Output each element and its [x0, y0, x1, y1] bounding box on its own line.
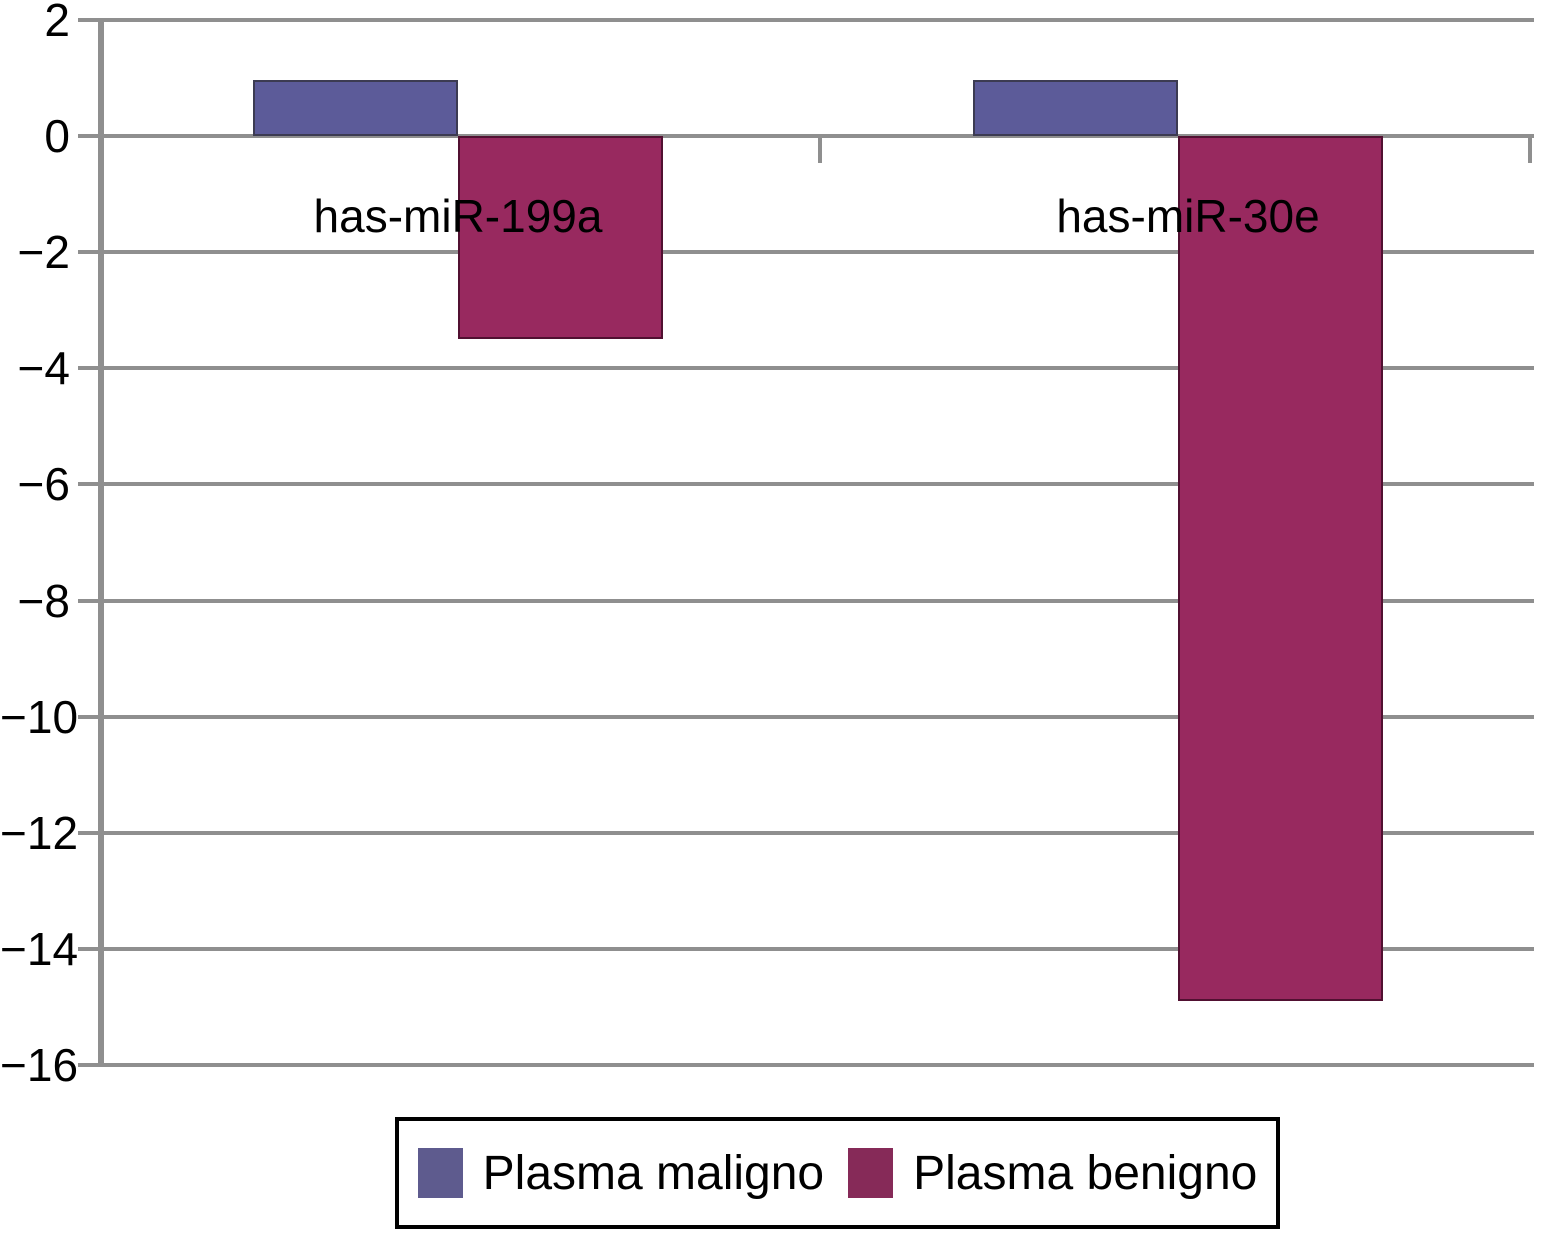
x-axis-tick — [1528, 137, 1532, 164]
y-axis-tick-label: −8 — [17, 574, 70, 627]
y-axis-tick-label: −12 — [0, 806, 79, 859]
gridline — [101, 366, 1534, 371]
y-axis-tick — [78, 946, 112, 951]
gridline — [101, 598, 1534, 603]
legend: Plasma maligno Plasma benigno — [395, 1117, 1280, 1229]
bar-plasma-maligno-has-mir-199a — [253, 79, 458, 137]
gridline — [101, 482, 1534, 487]
legend-item: Plasma benigno — [848, 1146, 1257, 1201]
y-axis-tick — [78, 134, 112, 139]
gridline — [101, 714, 1534, 719]
legend-item-label: Plasma maligno — [482, 1146, 825, 1200]
category-label: has-miR-30e — [1056, 190, 1320, 242]
gridline — [101, 134, 1534, 139]
y-axis-tick — [78, 830, 112, 835]
legend-item: Plasma maligno — [417, 1146, 825, 1201]
y-axis-tick-label: 2 — [44, 0, 70, 46]
legend-swatch — [848, 1148, 894, 1198]
y-axis-tick — [78, 1063, 112, 1067]
gridline — [101, 946, 1534, 951]
y-axis-tick — [78, 18, 112, 22]
y-axis-tick-label: −6 — [17, 458, 70, 511]
y-axis-tick-label: 0 — [44, 110, 70, 163]
y-axis-tick — [78, 482, 112, 487]
bar-plasma-benigno-has-mir-199a — [458, 136, 663, 340]
category-label: has-miR-199a — [313, 190, 603, 242]
legend-swatch — [417, 1148, 463, 1198]
bar-plasma-benigno-has-mir-30e — [1178, 136, 1383, 1002]
y-axis-tick-label: −16 — [0, 1039, 79, 1091]
y-axis-tick — [78, 598, 112, 603]
y-axis-tick-label: −10 — [0, 690, 79, 743]
x-axis-tick — [818, 137, 822, 164]
gridline — [101, 1063, 1534, 1067]
y-axis-tick — [78, 250, 112, 255]
bar-plasma-maligno-has-mir-30e — [973, 79, 1178, 137]
legend-item-label: Plasma benigno — [913, 1146, 1258, 1200]
y-axis-tick-label: −14 — [0, 922, 79, 975]
gridline — [101, 18, 1534, 22]
gridline — [101, 830, 1534, 835]
y-axis-tick-label: −2 — [17, 226, 70, 279]
y-axis-tick — [78, 714, 112, 719]
gridline — [101, 250, 1534, 255]
y-axis-tick — [78, 366, 112, 371]
y-axis-tick-label: −4 — [17, 342, 70, 395]
y-axis-line — [98, 20, 104, 1067]
